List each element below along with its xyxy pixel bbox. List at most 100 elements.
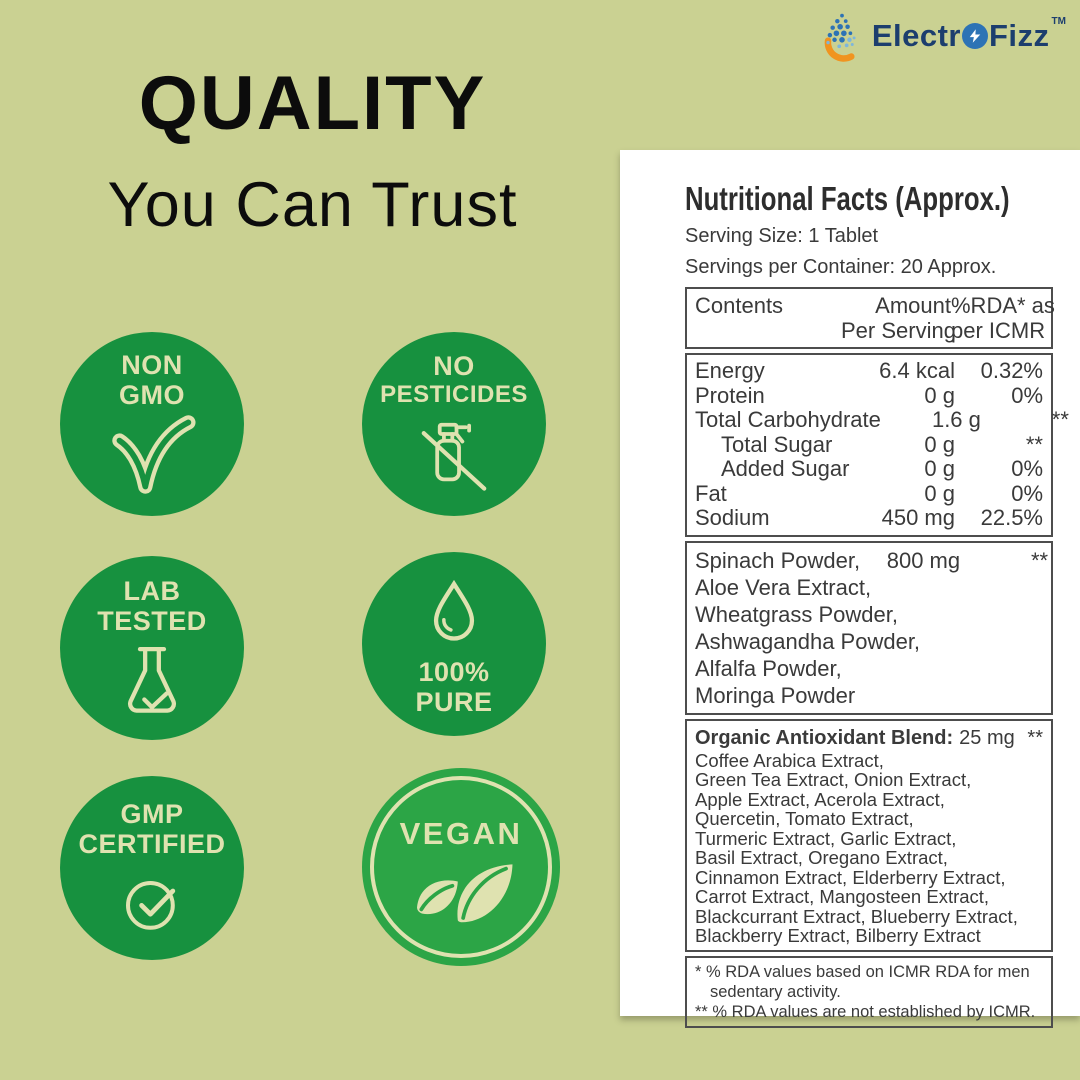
blend-line: Apple Extract, Acerola Extract, xyxy=(695,788,945,810)
badge-pure-line1: 100% xyxy=(418,656,490,687)
lightning-bolt-icon xyxy=(961,23,988,49)
badge-no-pesticides-line1: NO xyxy=(433,351,475,382)
trademark-symbol: TM xyxy=(1051,16,1066,27)
blend-line: Turmeric Extract, Garlic Extract, xyxy=(695,827,957,849)
nutrient-amount: 6.4 kcal xyxy=(879,358,955,383)
nutrient-amount: 0 g xyxy=(924,431,955,457)
badge-gmp-line1: GMP xyxy=(120,798,184,829)
vegan-ring xyxy=(370,776,552,958)
brand-name: Electr Fizz xyxy=(872,18,1050,54)
nutrient-name: Energy xyxy=(695,358,765,383)
greens-first-name: Spinach Powder, xyxy=(695,547,861,573)
nutrient-rda: 22.5% xyxy=(980,505,1043,530)
nutrient-rda: ** xyxy=(1025,431,1043,457)
blend-line: Blackcurrant Extract, Blueberry Extract, xyxy=(695,905,1018,927)
servings-per-container: Servings per Container: 20 Approx. xyxy=(685,256,997,278)
nutrient-name: Protein xyxy=(695,382,765,408)
blend-header: Organic Antioxidant Blend: 25 mg ** xyxy=(695,725,1043,751)
nutrition-facts-panel: Nutritional Facts (Approx.) Serving Size… xyxy=(620,150,1080,1028)
nutrient-name: Fat xyxy=(695,480,727,506)
water-drop-icon xyxy=(433,579,475,641)
badge-lab-tested: LAB TESTED xyxy=(60,556,244,740)
badge-vegan: VEGAN xyxy=(362,768,560,966)
badge-no-pesticides: NO PESTICIDES xyxy=(362,332,546,516)
nutrient-rda: 0% xyxy=(1011,480,1043,506)
blend-lines: Coffee Arabica Extract, Green Tea Extrac… xyxy=(695,749,1043,946)
blend-title: Organic Antioxidant Blend: xyxy=(695,726,954,749)
blend-line: Carrot Extract, Mangosteen Extract, xyxy=(695,886,990,907)
serving-size: Serving Size: 1 Tablet xyxy=(685,225,879,247)
greens-first-row: Spinach Powder, 800 mg ** xyxy=(695,547,1048,574)
badge-non-gmo: NON GMO xyxy=(60,332,244,516)
blend-line: Blackberry Extract, Bilberry Extract xyxy=(695,925,981,946)
table-row: Protein 0 g 0% xyxy=(695,382,1043,409)
badge-no-pesticides-line2: PESTICIDES xyxy=(380,380,528,408)
blend-amount: 25 mg xyxy=(959,726,1015,749)
badge-non-gmo-line2: GMO xyxy=(119,380,185,410)
table-row: Energy 6.4 kcal 0.32% xyxy=(695,358,1043,384)
greens-rda: ** xyxy=(1030,547,1049,573)
col-header-amount-line2: Per Serving xyxy=(841,318,956,343)
blend-line: Quercetin, Tomato Extract, xyxy=(695,808,914,829)
headline-title: QUALITY xyxy=(138,61,487,146)
blend-box: Organic Antioxidant Blend: 25 mg ** Coff… xyxy=(685,718,1053,952)
blend-line: Cinnamon Extract, Elderberry Extract, xyxy=(695,866,1006,888)
footnotes-box: * % RDA values based on ICMR RDA for men… xyxy=(685,955,1053,1028)
greens-lines: Aloe Vera Extract, Wheatgrass Powder, As… xyxy=(695,574,1043,709)
nutrient-table-box: Energy 6.4 kcal 0.32% Protein 0 g 0% Tot… xyxy=(685,353,1069,537)
greens-line: Wheatgrass Powder, xyxy=(695,601,898,627)
nutrient-name: Sodium xyxy=(695,505,770,530)
col-header-amount-line1: Amount xyxy=(875,293,951,318)
col-header-rda-line1: %RDA* as xyxy=(951,293,1055,318)
brand-logo: Electr Fizz TM xyxy=(818,10,1066,64)
badge-lab-tested-line2: TESTED xyxy=(97,606,207,636)
nutrient-amount: 0 g xyxy=(924,480,955,506)
greens-box: Spinach Powder, 800 mg ** Aloe Vera Extr… xyxy=(685,540,1053,715)
greens-line: Ashwagandha Powder, xyxy=(695,628,921,654)
greens-line: Moringa Powder xyxy=(695,682,856,708)
footnote: * % RDA values based on ICMR RDA for men… xyxy=(695,962,1030,1001)
nutrient-amount: 0 g xyxy=(924,382,955,408)
nutrient-amount: 450 mg xyxy=(881,505,955,530)
badge-gmp-certified: GMP CERTIFIED xyxy=(60,776,244,960)
table-row: Sodium 450 mg 22.5% xyxy=(695,505,1043,531)
table-row: Fat 0 g 0% xyxy=(695,480,1043,507)
nutrient-rda: 0% xyxy=(1011,456,1043,481)
brand-name-right: Fizz xyxy=(988,18,1050,53)
badge-pure: 100% PURE xyxy=(362,552,546,736)
blend-line: Basil Extract, Oregano Extract, xyxy=(695,847,948,868)
table-row: Total Sugar 0 g ** xyxy=(695,431,1043,458)
circle-check-icon xyxy=(126,881,176,931)
nutrient-name: Total Carbohydrate xyxy=(695,407,881,432)
greens-line: Aloe Vera Extract, xyxy=(695,574,872,600)
table-row: Added Sugar 0 g 0% xyxy=(695,456,1043,482)
col-header-amount: Amount Per Serving xyxy=(841,293,956,343)
greens-line: Alfalfa Powder, xyxy=(695,655,842,681)
blend-rda: ** xyxy=(1027,726,1043,749)
table-header-box: Contents Amount Per Serving %RDA* as per… xyxy=(685,287,1055,349)
headline-block: QUALITY You Can Trust xyxy=(0,60,625,241)
badge-gmp-line2: CERTIFIED xyxy=(78,829,226,859)
badge-non-gmo-line1: NON xyxy=(121,349,183,380)
headline-subtitle: You Can Trust xyxy=(107,170,518,240)
col-header-rda-line2: per ICMR xyxy=(951,318,1046,343)
nutrient-amount: 1.6 g xyxy=(931,407,981,432)
nutrient-rda: ** xyxy=(1051,407,1069,432)
badge-pure-line2: PURE xyxy=(415,687,493,717)
no-spray-bottle-icon xyxy=(421,422,487,491)
blend-line: Coffee Arabica Extract, xyxy=(695,749,884,771)
greens-amount: 800 mg xyxy=(886,547,961,573)
brand-name-left: Electr xyxy=(871,18,961,53)
col-header-rda: %RDA* as per ICMR xyxy=(951,293,1055,343)
sprout-check-icon xyxy=(112,415,196,494)
nutrition-facts-title: Nutritional Facts (Approx.) xyxy=(685,180,1010,217)
nutrient-amount: 0 g xyxy=(924,456,955,481)
nutrient-rda: 0.32% xyxy=(980,358,1043,383)
flask-check-icon xyxy=(128,647,176,713)
blend-line: Green Tea Extract, Onion Extract, xyxy=(695,769,972,790)
table-row: Total Carbohydrate 1.6 g ** xyxy=(695,407,1069,433)
fizz-droplet-icon xyxy=(824,13,856,62)
col-header-contents: Contents xyxy=(695,293,784,318)
badge-lab-tested-line1: LAB xyxy=(123,575,181,606)
